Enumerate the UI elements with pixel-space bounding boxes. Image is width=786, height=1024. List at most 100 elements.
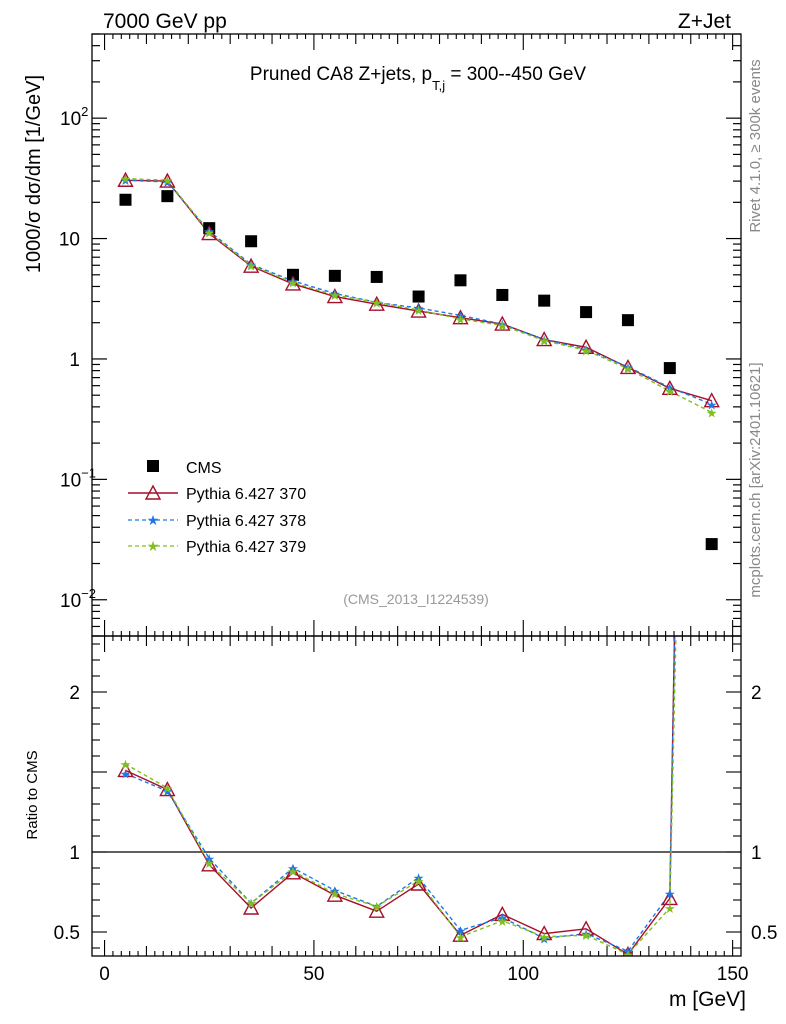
legend-p379-marker: ★ (147, 538, 160, 554)
main-point-open-triangle (452, 309, 469, 325)
ratio-point: ★ (203, 856, 215, 871)
main-point-open-triangle (619, 358, 637, 375)
mcplots-label: mcplots.cern.ch [arXiv:2401.10621] (747, 362, 764, 597)
watermark: (CMS_2013_I1224539) (343, 591, 489, 607)
main-y-tick-label: 10−2 (60, 586, 96, 612)
ratio-point: ★ (580, 927, 592, 942)
main-point-star: ★ (371, 295, 383, 310)
x-tick-label: 150 (717, 964, 749, 985)
ratio-point (326, 886, 344, 902)
legend-p378-label: Pythia 6.427 378 (186, 513, 306, 530)
main-point-star: ★ (162, 175, 174, 190)
main-ylabel: 1000/σ dσ/dm [1/GeV] (23, 75, 45, 273)
main-point-star: ★ (706, 397, 718, 412)
main-point-star: ★ (664, 380, 676, 395)
ratio-series-marks: ★★★★★★★★★★★ ★★★★★★★★★★★★★★ ★★★ (117, 757, 678, 959)
ratio-point (159, 781, 176, 797)
ratio-point: ★ (120, 767, 132, 782)
main-point-star: ★ (120, 173, 132, 188)
main-point-star: ★ (413, 303, 425, 318)
ratio-point: ★ (538, 930, 550, 945)
main-title-tail: = 300--450 GeV (445, 64, 586, 85)
ratio-series-line (125, 636, 677, 956)
legend-cms-label: CMS (186, 460, 222, 477)
ratio-axis-ticks (92, 636, 741, 956)
legend-p370-label: Pythia 6.427 370 (186, 486, 306, 503)
ratio-point: ★ (162, 784, 174, 799)
main-y-tick-base: 1 (69, 350, 80, 371)
ratio-tick-labels: 0.5 0.5 1 1 2 2 0 50 100 150 (54, 683, 778, 985)
main-point-square (705, 538, 718, 551)
main-point-star: ★ (622, 362, 634, 377)
main-series-lines (125, 177, 713, 414)
main-y-tick-base: 10 (59, 230, 80, 251)
main-point-open-triangle (326, 288, 344, 304)
ratio-point: ★ (538, 931, 550, 946)
ratio-point: ★ (497, 914, 509, 929)
x-tick-label: 0 (99, 964, 110, 985)
main-point-star: ★ (329, 286, 341, 301)
main-point-star: ★ (413, 301, 425, 316)
main-point-square (245, 235, 258, 248)
legend-p378-marker: ★ (147, 512, 160, 528)
ratio-point: ★ (664, 887, 676, 902)
main-point-star: ★ (371, 295, 383, 310)
ratio-point: ★ (371, 899, 383, 914)
main-point-star: ★ (162, 173, 174, 188)
main-point-star: ★ (455, 312, 467, 327)
legend-p370-marker (144, 484, 162, 500)
ratio-point: ★ (162, 781, 174, 796)
ratio-y-tick-label-right: 1 (751, 843, 762, 864)
main-y-tick-label: 102 (60, 104, 88, 130)
main-point-square (663, 362, 676, 375)
main-y-tick-exp: −2 (81, 586, 96, 601)
main-y-tick-label: 10 (59, 230, 80, 251)
legend: CMS Pythia 6.427 370 ★ Pythia 6.427 378 … (128, 460, 306, 556)
ratio-point (284, 864, 302, 880)
main-y-tick-exp: 2 (81, 104, 88, 119)
main-point-open-triangle (201, 225, 218, 241)
main-y-tick-base: 10 (60, 591, 81, 612)
ratio-point: ★ (120, 757, 132, 772)
ratio-point: ★ (497, 911, 509, 926)
main-title: Pruned CA8 Z+jets, pT,j = 300--450 GeV (250, 64, 587, 93)
main-point-square (496, 288, 509, 301)
main-point-square (454, 274, 467, 287)
ratio-y-tick-label-right: 2 (751, 683, 762, 704)
main-point-open-triangle (242, 257, 260, 273)
ratio-point (577, 920, 595, 936)
ratio-point: ★ (287, 861, 299, 876)
main-point-star: ★ (497, 318, 509, 333)
main-point-square (328, 269, 341, 282)
main-point-star: ★ (580, 343, 592, 358)
ratio-point (368, 902, 385, 918)
legend-cms-marker (147, 460, 159, 472)
main-point-star: ★ (497, 317, 509, 332)
ratio-y-tick-label: 0.5 (54, 923, 80, 944)
ratio-point (494, 905, 511, 922)
ratio-point: ★ (622, 944, 634, 959)
main-point-star: ★ (245, 258, 257, 273)
x-tick-label: 50 (303, 964, 324, 985)
legend-p379-label: Pythia 6.427 379 (186, 539, 306, 556)
ratio-y-tick-label: 1 (69, 843, 80, 864)
ratio-point: ★ (580, 928, 592, 943)
main-point-star: ★ (580, 342, 592, 357)
ratio-y-tick-label-right: 0.5 (751, 923, 777, 944)
ratio-point: ★ (664, 901, 676, 916)
ratio-point: ★ (245, 896, 257, 911)
main-y-tick-base: 10 (60, 470, 81, 491)
main-point-star: ★ (622, 360, 634, 375)
main-panel: Pruned CA8 Z+jets, pT,j = 300--450 GeV 1… (23, 33, 742, 637)
main-point-open-triangle (661, 379, 678, 396)
ratio-point (242, 899, 260, 915)
ratio-point: ★ (245, 896, 257, 911)
main-point-square (119, 193, 132, 206)
header-left: 7000 GeV pp (103, 10, 227, 33)
main-point-open-triangle (536, 331, 553, 347)
ratio-point (622, 945, 634, 956)
main-series-line (125, 177, 713, 414)
main-point-open-triangle (410, 302, 427, 318)
